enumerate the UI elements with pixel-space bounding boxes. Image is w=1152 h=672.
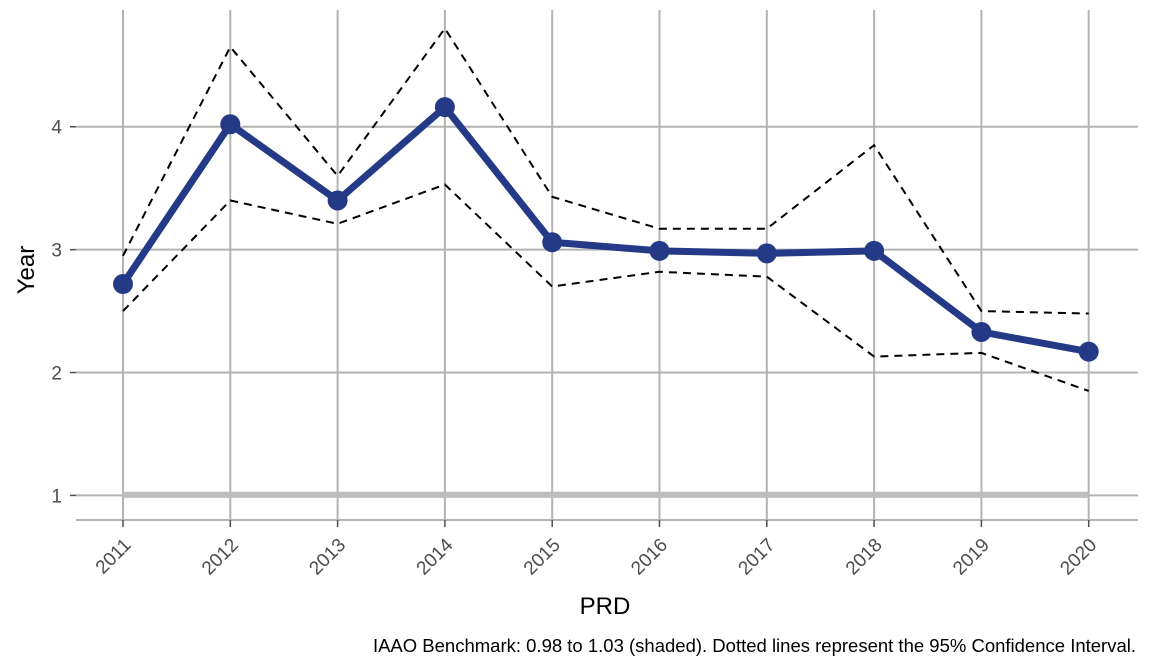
x-axis-title: PRD (580, 593, 631, 620)
benchmark-shading (123, 491, 1089, 498)
data-point (864, 240, 885, 261)
lower-ci-line (122, 183, 1090, 392)
x-tick-label: 2019 (949, 535, 994, 580)
y-axis-title: Year (13, 246, 40, 295)
confidence-interval-lines (122, 26, 1090, 392)
estimate-line (119, 103, 1093, 356)
gridlines (76, 10, 1138, 520)
x-tick-label: 2017 (735, 535, 780, 580)
y-tick-label: 2 (51, 364, 62, 385)
x-tick-label: 2013 (305, 535, 350, 580)
data-point (434, 97, 455, 118)
x-tick-label: 2020 (1056, 535, 1101, 580)
x-tick-label: 2015 (520, 535, 565, 580)
data-point (327, 190, 348, 211)
chart-caption: IAAO Benchmark: 0.98 to 1.03 (shaded). D… (373, 635, 1136, 656)
x-tick-label: 2011 (92, 535, 136, 579)
x-tick-label: 2012 (198, 535, 243, 580)
data-point (649, 240, 670, 261)
data-point (220, 114, 241, 135)
benchmark-band (123, 491, 1089, 498)
upper-ci-line (122, 26, 1089, 315)
axes: 1 2 3 4 2011 2012 2013 2014 2015 2016 2017 2018 2019… (51, 118, 1138, 580)
y-tick-label: 1 (51, 486, 62, 507)
x-tick-label: 2014 (413, 534, 458, 579)
data-point (542, 232, 563, 253)
data-point (756, 243, 777, 264)
x-tick-label: 2018 (842, 535, 887, 580)
data-point (1078, 341, 1099, 362)
estimate-series (113, 97, 1099, 362)
x-tick-label: 2016 (627, 535, 672, 580)
data-point (113, 274, 133, 295)
y-tick-label: 4 (51, 118, 62, 139)
y-tick-label: 3 (51, 241, 62, 262)
data-point (971, 321, 992, 342)
